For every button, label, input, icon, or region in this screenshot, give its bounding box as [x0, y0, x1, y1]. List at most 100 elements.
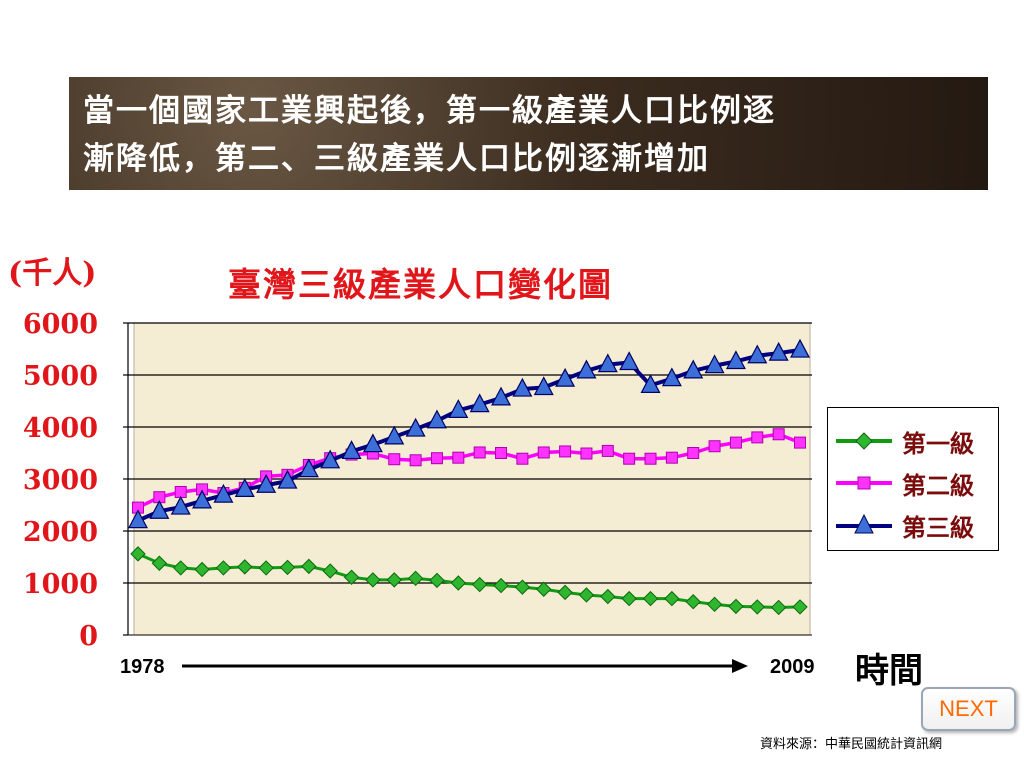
- data-point-secondary: [708, 440, 721, 453]
- next-button[interactable]: NEXT: [921, 687, 1016, 731]
- data-point-primary: [792, 599, 808, 615]
- data-point-primary: [685, 594, 701, 610]
- data-point-tertiary: [341, 440, 362, 460]
- data-point-tertiary: [149, 499, 170, 519]
- data-point-primary: [557, 584, 573, 601]
- legend-swatch-primary: [836, 432, 892, 450]
- legend-item-tertiary: 第三級: [828, 504, 1000, 544]
- chart-legend: 第一級 第二級 第三級: [827, 407, 999, 551]
- data-point-primary: [258, 560, 274, 576]
- data-point-tertiary: [491, 386, 512, 406]
- data-point-primary: [407, 570, 424, 587]
- data-point-primary: [151, 555, 168, 571]
- data-point-primary: [536, 581, 552, 597]
- data-point-secondary: [687, 447, 700, 459]
- data-point-tertiary: [747, 344, 768, 364]
- data-point-secondary: [623, 452, 636, 465]
- data-point-primary: [621, 590, 637, 607]
- data-point-tertiary: [533, 376, 554, 396]
- data-point-tertiary: [298, 458, 319, 478]
- data-point-secondary: [388, 453, 401, 466]
- data-point-secondary: [665, 451, 678, 464]
- x-axis-end-label: 2009: [770, 656, 815, 678]
- data-point-tertiary: [448, 399, 469, 418]
- data-point-tertiary: [320, 449, 341, 469]
- data-point-primary: [343, 569, 360, 585]
- banner-line-1: 當一個國家工業興起後，第一級產業人口比例逐: [83, 93, 776, 129]
- chart-title: 臺灣三級產業人口變化圖: [228, 265, 613, 304]
- data-point-tertiary: [619, 351, 640, 371]
- data-point-secondary: [794, 436, 806, 449]
- heading-banner: 當一個國家工業興起後，第一級產業人口比例逐 漸降低，第二、三級產業人口比例逐漸增…: [69, 77, 988, 190]
- data-point-tertiary: [384, 425, 405, 445]
- banner-line-2: 漸降低，第二、三級產業人口比例逐漸增加: [83, 141, 710, 177]
- data-point-primary: [322, 563, 338, 579]
- y-axis-unit-label: (千人): [8, 256, 97, 291]
- legend-label-tertiary: 第三級: [902, 513, 974, 542]
- legend-item-secondary: 第二級: [828, 462, 1000, 502]
- data-point-tertiary: [256, 473, 277, 493]
- legend-swatch-secondary: [836, 476, 892, 490]
- data-point-tertiary: [426, 409, 447, 429]
- data-point-primary: [578, 587, 595, 603]
- data-point-tertiary: [555, 367, 576, 387]
- x-axis-start-label: 1978: [120, 656, 165, 678]
- data-point-primary: [173, 560, 189, 576]
- data-point-tertiary: [362, 433, 383, 453]
- data-point-primary: [130, 546, 146, 562]
- data-point-secondary: [601, 444, 614, 457]
- data-point-secondary: [580, 447, 593, 460]
- data-point-tertiary: [469, 393, 490, 413]
- data-source-note: 資料來源：中華民國統計資訊網: [760, 737, 943, 752]
- data-point-tertiary: [725, 350, 746, 370]
- data-point-tertiary: [576, 359, 597, 379]
- data-point-secondary: [452, 451, 465, 464]
- data-point-secondary: [473, 446, 486, 459]
- data-point-primary: [706, 596, 723, 613]
- data-point-tertiary: [512, 377, 533, 397]
- data-point-tertiary: [277, 469, 298, 489]
- data-point-primary: [194, 561, 210, 578]
- data-point-tertiary: [234, 478, 255, 497]
- data-point-primary: [600, 588, 616, 605]
- data-point-secondary: [644, 452, 657, 465]
- data-point-tertiary: [405, 417, 426, 437]
- data-point-tertiary: [704, 354, 725, 374]
- y-tick-label: 6000: [23, 309, 98, 340]
- data-point-primary: [429, 572, 445, 589]
- y-tick-label: 2000: [23, 517, 98, 548]
- y-tick-label: 5000: [23, 361, 98, 392]
- data-point-primary: [279, 559, 296, 576]
- data-point-primary: [215, 560, 232, 576]
- data-point-primary: [365, 572, 381, 588]
- data-point-tertiary: [790, 338, 810, 358]
- data-point-tertiary: [192, 489, 213, 509]
- data-point-secondary: [430, 452, 443, 465]
- time-axis-label: 時間: [855, 651, 923, 691]
- data-point-secondary: [537, 446, 550, 459]
- data-point-tertiary: [213, 483, 234, 503]
- data-point-primary: [386, 572, 402, 588]
- banner-text: 當一個國家工業興起後，第一級產業人口比例逐 漸降低，第二、三級產業人口比例逐漸增…: [83, 87, 983, 183]
- data-point-secondary: [516, 452, 529, 465]
- data-point-tertiary: [683, 359, 704, 379]
- legend-item-primary: 第一級: [828, 420, 1000, 460]
- data-point-tertiary: [661, 367, 682, 387]
- data-point-tertiary: [597, 353, 618, 373]
- data-point-primary: [728, 598, 744, 615]
- data-point-primary: [749, 599, 765, 615]
- y-tick-label: 0: [79, 621, 98, 652]
- data-point-primary: [237, 559, 253, 575]
- data-point-primary: [770, 599, 787, 616]
- data-point-tertiary: [128, 509, 148, 529]
- data-point-primary: [450, 575, 467, 591]
- y-tick-label: 4000: [23, 413, 98, 444]
- data-point-primary: [642, 590, 659, 607]
- data-point-primary: [514, 579, 531, 595]
- data-point-primary: [664, 590, 680, 607]
- data-point-secondary: [729, 436, 742, 449]
- data-point-secondary: [559, 445, 572, 458]
- data-point-secondary: [409, 454, 422, 467]
- data-point-primary: [471, 576, 488, 593]
